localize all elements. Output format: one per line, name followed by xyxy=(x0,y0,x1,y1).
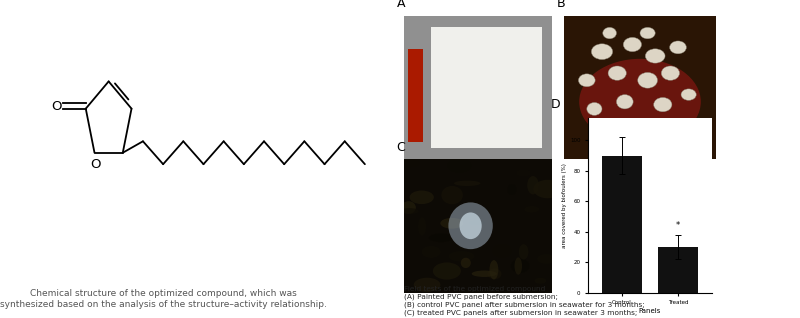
Ellipse shape xyxy=(534,278,546,284)
Ellipse shape xyxy=(422,246,441,258)
Ellipse shape xyxy=(586,102,602,115)
Y-axis label: area covered by biofoulers (%): area covered by biofoulers (%) xyxy=(562,163,567,247)
Ellipse shape xyxy=(534,180,562,198)
Ellipse shape xyxy=(469,220,486,225)
Text: A: A xyxy=(397,0,405,10)
Ellipse shape xyxy=(670,41,686,54)
Ellipse shape xyxy=(524,206,539,212)
Text: C: C xyxy=(397,141,406,154)
Ellipse shape xyxy=(400,208,418,214)
Ellipse shape xyxy=(449,251,474,262)
Ellipse shape xyxy=(638,73,658,88)
Ellipse shape xyxy=(662,66,679,80)
X-axis label: Panels: Panels xyxy=(639,308,661,314)
Ellipse shape xyxy=(623,38,642,52)
Ellipse shape xyxy=(654,97,672,112)
Ellipse shape xyxy=(507,184,517,195)
Ellipse shape xyxy=(640,27,655,39)
Ellipse shape xyxy=(429,233,453,242)
Ellipse shape xyxy=(440,218,463,229)
Ellipse shape xyxy=(646,49,665,63)
Ellipse shape xyxy=(472,271,497,277)
Ellipse shape xyxy=(602,27,617,39)
Text: B: B xyxy=(557,0,565,10)
Text: *: * xyxy=(676,221,680,230)
Ellipse shape xyxy=(488,269,502,279)
Bar xyxy=(602,156,642,293)
Ellipse shape xyxy=(442,186,463,204)
Ellipse shape xyxy=(527,176,538,194)
Ellipse shape xyxy=(519,244,529,259)
Bar xyxy=(430,27,542,148)
Ellipse shape xyxy=(402,201,416,214)
Ellipse shape xyxy=(454,181,481,186)
Ellipse shape xyxy=(617,95,633,109)
Ellipse shape xyxy=(516,169,530,176)
Bar xyxy=(658,247,698,293)
Ellipse shape xyxy=(493,244,511,258)
Ellipse shape xyxy=(514,257,522,275)
Ellipse shape xyxy=(448,158,471,173)
Text: O: O xyxy=(51,100,62,113)
Ellipse shape xyxy=(459,212,482,239)
Ellipse shape xyxy=(410,190,434,204)
Ellipse shape xyxy=(433,262,461,280)
Ellipse shape xyxy=(591,44,613,59)
Text: Chemical structure of the optimized compound, which was
synthesized based on the: Chemical structure of the optimized comp… xyxy=(0,289,326,309)
Ellipse shape xyxy=(579,59,701,145)
Ellipse shape xyxy=(510,259,530,273)
Ellipse shape xyxy=(449,203,493,249)
Ellipse shape xyxy=(418,217,426,236)
Text: D: D xyxy=(550,98,561,111)
Ellipse shape xyxy=(414,278,441,292)
Ellipse shape xyxy=(608,66,626,80)
Ellipse shape xyxy=(461,258,471,268)
Ellipse shape xyxy=(578,74,595,87)
Ellipse shape xyxy=(490,260,498,280)
Ellipse shape xyxy=(394,159,420,167)
Text: O: O xyxy=(90,158,101,171)
Text: Field tests of the optimized compound
(A) Painted PVC panel before submersion;
(: Field tests of the optimized compound (A… xyxy=(404,286,744,318)
Ellipse shape xyxy=(681,89,696,100)
Ellipse shape xyxy=(538,254,556,264)
Bar xyxy=(409,49,423,142)
